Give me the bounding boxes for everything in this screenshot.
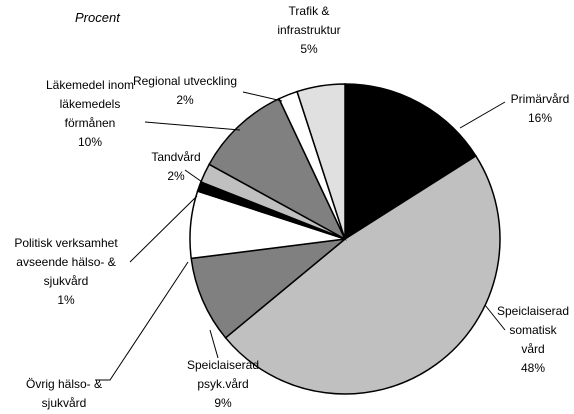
slice-label: Övrig hälso- & sjukvård bbox=[25, 377, 103, 410]
value-label: 2% bbox=[167, 169, 185, 183]
slice-label: Politisk verksamhet avseende hälso- & sj… bbox=[14, 236, 118, 288]
slice-label: Speiclaiserad somatisk vård bbox=[496, 304, 570, 356]
value-label: 2% bbox=[176, 93, 194, 107]
value-label: 16% bbox=[527, 111, 553, 125]
slice-label: Läkemedel inom läkemedels förmånen bbox=[45, 78, 135, 130]
slice-label: Trafik & infrastruktur bbox=[277, 4, 341, 37]
leader-line bbox=[242, 91, 283, 102]
pie-slice bbox=[296, 83, 346, 240]
slice-label: Primärvård bbox=[510, 92, 570, 106]
chart-subtitle: Procent bbox=[75, 10, 120, 25]
value-label: 5% bbox=[300, 42, 318, 56]
value-label: 48% bbox=[520, 361, 546, 375]
slice-label: Regional utveckling bbox=[132, 74, 238, 88]
leader-line bbox=[129, 195, 198, 263]
value-label: 9% bbox=[214, 396, 232, 410]
pie-slice bbox=[190, 237, 348, 339]
leader-line bbox=[209, 329, 219, 359]
value-label: 1% bbox=[57, 293, 75, 307]
leader-line bbox=[484, 304, 506, 331]
pie-slice bbox=[344, 83, 477, 241]
slice-label: Tandvård bbox=[151, 150, 201, 164]
leader-line bbox=[144, 121, 241, 131]
pie-slice bbox=[224, 154, 501, 395]
value-label: 10% bbox=[77, 135, 103, 149]
leader-line bbox=[95, 261, 189, 381]
leader-line bbox=[459, 101, 506, 129]
leader-line bbox=[184, 169, 206, 185]
pie-slice bbox=[208, 97, 347, 241]
slice-label: Speiclaiserad psyk.vård bbox=[186, 358, 260, 391]
